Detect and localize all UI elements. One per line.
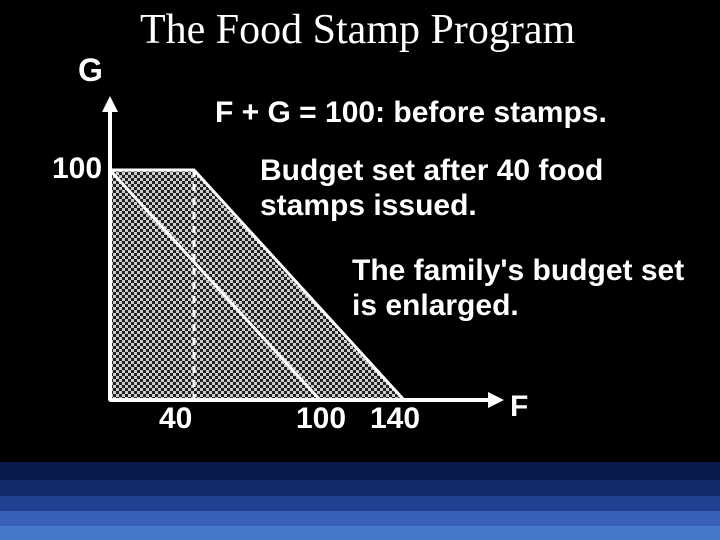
budget-chart bbox=[110, 100, 510, 400]
slide: The Food Stamp Program G F + G = 100: be… bbox=[0, 0, 720, 540]
x-tick-40: 40 bbox=[159, 402, 192, 436]
budget-set-polygon bbox=[110, 170, 404, 400]
slide-stripe-gradient bbox=[0, 462, 720, 540]
y-axis-label: G bbox=[78, 52, 103, 89]
x-tick-100: 100 bbox=[296, 402, 346, 436]
y-tick-100: 100 bbox=[52, 152, 102, 186]
slide-title: The Food Stamp Program bbox=[140, 6, 575, 54]
x-tick-140: 140 bbox=[370, 402, 420, 436]
x-axis-label: F bbox=[510, 390, 528, 424]
